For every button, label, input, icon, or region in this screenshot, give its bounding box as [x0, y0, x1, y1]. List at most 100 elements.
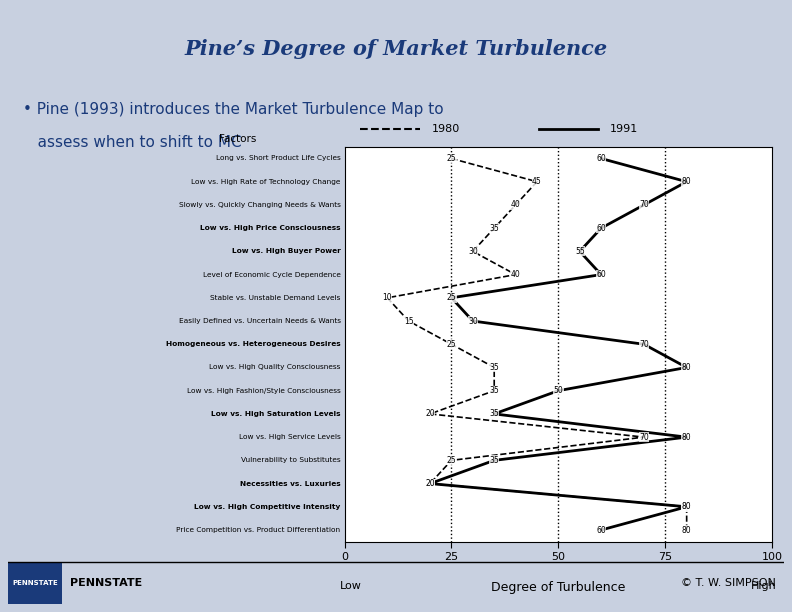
Text: Level of Economic Cycle Dependence: Level of Economic Cycle Dependence [203, 272, 341, 278]
Text: Easily Defined vs. Uncertain Needs & Wants: Easily Defined vs. Uncertain Needs & Wan… [178, 318, 341, 324]
1991 [682, 178, 691, 185]
Text: Factors: Factors [219, 134, 257, 144]
1991 [489, 410, 499, 417]
1980 [489, 387, 499, 394]
Text: 80: 80 [682, 526, 691, 534]
Text: • Pine (1993) introduces the Market Turbulence Map to: • Pine (1993) introduces the Market Turb… [24, 102, 444, 117]
Bar [8, 562, 63, 603]
Text: 60: 60 [596, 154, 606, 163]
1980 [511, 201, 520, 209]
1991 [682, 503, 691, 510]
Text: 30: 30 [468, 316, 478, 326]
1991 [596, 526, 606, 534]
Text: 40: 40 [511, 201, 520, 209]
Text: 20: 20 [425, 479, 435, 488]
Text: 50: 50 [554, 386, 563, 395]
Text: 70: 70 [639, 433, 649, 442]
1980 [682, 503, 691, 510]
1991 [596, 271, 606, 278]
1980 [425, 480, 435, 487]
Text: Long vs. Short Product Life Cycles: Long vs. Short Product Life Cycles [215, 155, 341, 162]
1980 [383, 294, 392, 302]
1991 [682, 364, 691, 371]
1991 [489, 457, 499, 464]
Text: 25: 25 [447, 154, 456, 163]
1980 [532, 178, 542, 185]
Text: 15: 15 [404, 316, 413, 326]
1980 [489, 364, 499, 371]
Text: 25: 25 [447, 340, 456, 349]
Text: assess when to shift to MC: assess when to shift to MC [24, 135, 242, 150]
1980 [682, 526, 691, 534]
Text: Low vs. High Fashion/Style Consciousness: Low vs. High Fashion/Style Consciousness [187, 387, 341, 394]
Text: 35: 35 [489, 456, 499, 465]
Text: Low vs. High Buyer Power: Low vs. High Buyer Power [232, 248, 341, 255]
Text: 70: 70 [639, 340, 649, 349]
1991 [596, 155, 606, 162]
Text: 60: 60 [596, 270, 606, 279]
Text: Low vs. High Rate of Technology Change: Low vs. High Rate of Technology Change [191, 179, 341, 185]
Text: Vulnerability to Substitutes: Vulnerability to Substitutes [241, 457, 341, 463]
Text: Low: Low [341, 581, 362, 591]
Text: 40: 40 [511, 270, 520, 279]
Text: Low vs. High Price Consciousness: Low vs. High Price Consciousness [200, 225, 341, 231]
Text: 80: 80 [682, 363, 691, 372]
Text: 80: 80 [682, 502, 691, 511]
Text: 35: 35 [489, 386, 499, 395]
Line: 1991: 1991 [430, 159, 687, 530]
Text: 70: 70 [639, 201, 649, 209]
Text: Necessities vs. Luxuries: Necessities vs. Luxuries [240, 480, 341, 487]
Text: 1980: 1980 [432, 124, 460, 133]
Text: 25: 25 [447, 293, 456, 302]
Text: 60: 60 [596, 223, 606, 233]
Text: 60: 60 [596, 526, 606, 534]
Text: © T. W. SIMPSON: © T. W. SIMPSON [681, 578, 776, 588]
1991 [639, 340, 649, 348]
Text: Low vs. High Saturation Levels: Low vs. High Saturation Levels [211, 411, 341, 417]
Text: Low vs. High Service Levels: Low vs. High Service Levels [239, 434, 341, 440]
X-axis label: Degree of Turbulence: Degree of Turbulence [491, 581, 626, 594]
Text: 1991: 1991 [610, 124, 638, 133]
Text: 80: 80 [682, 433, 691, 442]
Text: Stable vs. Unstable Demand Levels: Stable vs. Unstable Demand Levels [210, 295, 341, 301]
1980 [511, 271, 520, 278]
1991 [575, 248, 584, 255]
Text: Pine’s Degree of Market Turbulence: Pine’s Degree of Market Turbulence [185, 39, 607, 59]
1980 [447, 457, 456, 464]
1980 [425, 410, 435, 417]
Line: 1980: 1980 [387, 159, 687, 530]
Text: Low vs. High Quality Consciousness: Low vs. High Quality Consciousness [209, 365, 341, 370]
Text: 35: 35 [489, 223, 499, 233]
1991 [596, 225, 606, 232]
Text: 35: 35 [489, 363, 499, 372]
Text: Low vs. High Competitive Intensity: Low vs. High Competitive Intensity [194, 504, 341, 510]
Text: 25: 25 [447, 456, 456, 465]
Text: Price Competition vs. Product Differentiation: Price Competition vs. Product Differenti… [177, 527, 341, 533]
Text: 80: 80 [682, 502, 691, 511]
Text: 55: 55 [575, 247, 584, 256]
Text: Slowly vs. Quickly Changing Needs & Wants: Slowly vs. Quickly Changing Needs & Want… [179, 202, 341, 208]
Text: High: High [751, 581, 776, 591]
Text: PENNSTATE: PENNSTATE [12, 580, 58, 586]
Text: 10: 10 [383, 293, 392, 302]
Text: 80: 80 [682, 177, 691, 186]
Text: 20: 20 [425, 409, 435, 419]
1980 [639, 433, 649, 441]
1991 [447, 294, 456, 302]
1991 [425, 480, 435, 487]
Text: Homogeneous vs. Heterogeneous Desires: Homogeneous vs. Heterogeneous Desires [166, 341, 341, 347]
Text: 45: 45 [532, 177, 542, 186]
Text: PENNSTATE: PENNSTATE [70, 578, 143, 588]
Text: 35: 35 [489, 409, 499, 419]
1980 [489, 225, 499, 232]
1991 [554, 387, 563, 394]
1991 [682, 433, 691, 441]
1980 [447, 155, 456, 162]
Text: 30: 30 [468, 247, 478, 256]
1991 [468, 318, 478, 325]
Text: 20: 20 [425, 479, 435, 488]
1980 [447, 340, 456, 348]
1980 [468, 248, 478, 255]
1980 [404, 318, 413, 325]
1991 [639, 201, 649, 209]
